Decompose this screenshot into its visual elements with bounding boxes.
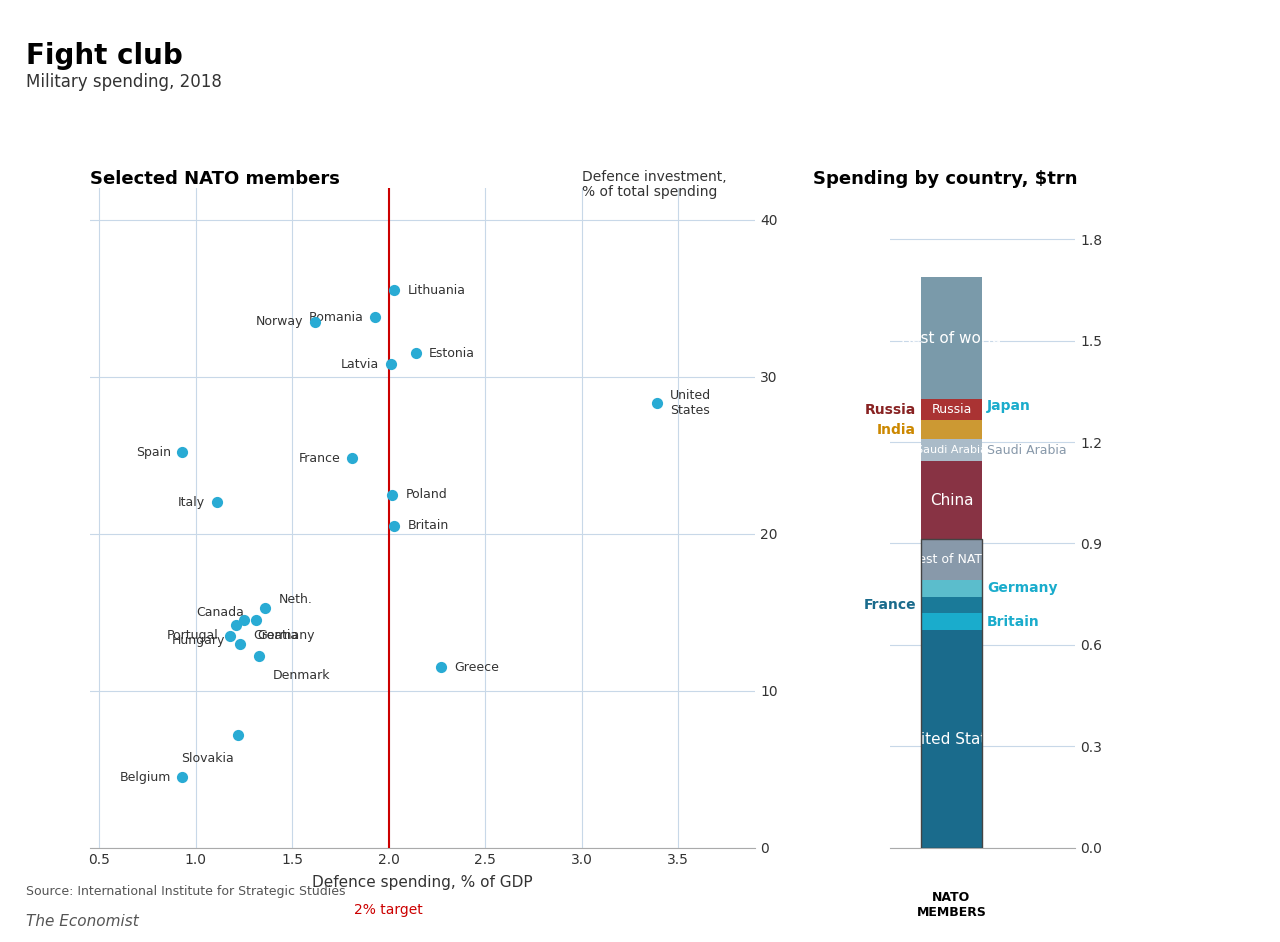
Point <box>380 357 401 372</box>
Text: Japan: Japan <box>987 399 1030 414</box>
Point <box>246 612 266 627</box>
Point <box>230 636 251 651</box>
Text: Britain: Britain <box>408 519 449 532</box>
Text: Estonia: Estonia <box>429 347 475 360</box>
Point <box>342 451 362 466</box>
Bar <box>920 613 983 630</box>
Text: Source: International Institute for Strategic Studies: Source: International Institute for Stra… <box>26 885 346 899</box>
Point <box>365 310 385 325</box>
Point <box>430 659 451 674</box>
Text: Belgium: Belgium <box>119 771 170 784</box>
Text: The Economist: The Economist <box>26 914 138 929</box>
Text: Germany: Germany <box>257 629 315 642</box>
Point <box>227 617 247 632</box>
Text: United
States: United States <box>671 389 712 417</box>
Point <box>234 612 255 627</box>
Bar <box>920 596 983 613</box>
Bar <box>920 462 983 539</box>
Point <box>383 487 403 502</box>
Text: United States: United States <box>900 732 1004 747</box>
Text: Military spending, 2018: Military spending, 2018 <box>26 73 221 91</box>
Text: Spending by country, $trn: Spending by country, $trn <box>813 170 1078 187</box>
Text: Rest of NATO: Rest of NATO <box>910 553 992 566</box>
Text: Rest of world: Rest of world <box>901 331 1001 346</box>
Bar <box>920 630 983 848</box>
Text: Russia: Russia <box>932 403 972 416</box>
Text: Saudi Arabia: Saudi Arabia <box>916 446 987 455</box>
Text: 2% target: 2% target <box>355 902 422 917</box>
Point <box>228 727 248 742</box>
Point <box>250 649 270 664</box>
Point <box>646 396 667 411</box>
Point <box>172 770 192 785</box>
Text: China: China <box>929 493 973 508</box>
Bar <box>920 539 983 848</box>
Text: France: France <box>864 598 916 612</box>
Point <box>206 495 227 510</box>
Bar <box>920 439 983 462</box>
Text: France: France <box>298 452 340 465</box>
Text: Fight club: Fight club <box>26 42 182 71</box>
Text: Defence investment,: Defence investment, <box>582 170 727 184</box>
Text: Neth.: Neth. <box>279 593 312 607</box>
Point <box>220 628 241 643</box>
Text: NATO
MEMBERS: NATO MEMBERS <box>916 891 987 918</box>
X-axis label: Defence spending, % of GDP: Defence spending, % of GDP <box>312 875 532 890</box>
Text: Croatia: Croatia <box>253 629 298 642</box>
Text: Selected NATO members: Selected NATO members <box>90 170 339 187</box>
Text: Russia: Russia <box>865 402 916 416</box>
Text: Romania: Romania <box>308 311 364 324</box>
Bar <box>920 579 983 596</box>
Text: Canada: Canada <box>196 606 244 619</box>
Bar <box>920 420 983 439</box>
Text: Portugal: Portugal <box>168 629 219 642</box>
Text: Poland: Poland <box>406 488 448 501</box>
Text: Denmark: Denmark <box>273 669 330 682</box>
Text: Hungary: Hungary <box>172 634 225 647</box>
Text: Slovakia: Slovakia <box>182 752 234 765</box>
Text: % of total spending: % of total spending <box>582 185 718 199</box>
Text: Norway: Norway <box>256 316 303 329</box>
Text: Greece: Greece <box>454 660 499 674</box>
Text: Lithuania: Lithuania <box>408 284 466 297</box>
Bar <box>920 399 983 420</box>
Point <box>384 283 404 298</box>
Text: Italy: Italy <box>178 495 205 509</box>
Text: Germany: Germany <box>987 581 1057 595</box>
Bar <box>920 539 983 579</box>
Point <box>305 315 325 330</box>
Point <box>172 445 192 460</box>
Text: Britain: Britain <box>987 615 1039 629</box>
Text: India: India <box>877 423 916 437</box>
Text: Saudi Arabia: Saudi Arabia <box>987 444 1066 457</box>
Point <box>384 518 404 533</box>
Point <box>406 346 426 361</box>
Text: Latvia: Latvia <box>340 358 379 371</box>
Point <box>255 600 275 615</box>
Bar <box>920 277 983 399</box>
Text: Spain: Spain <box>136 446 170 459</box>
